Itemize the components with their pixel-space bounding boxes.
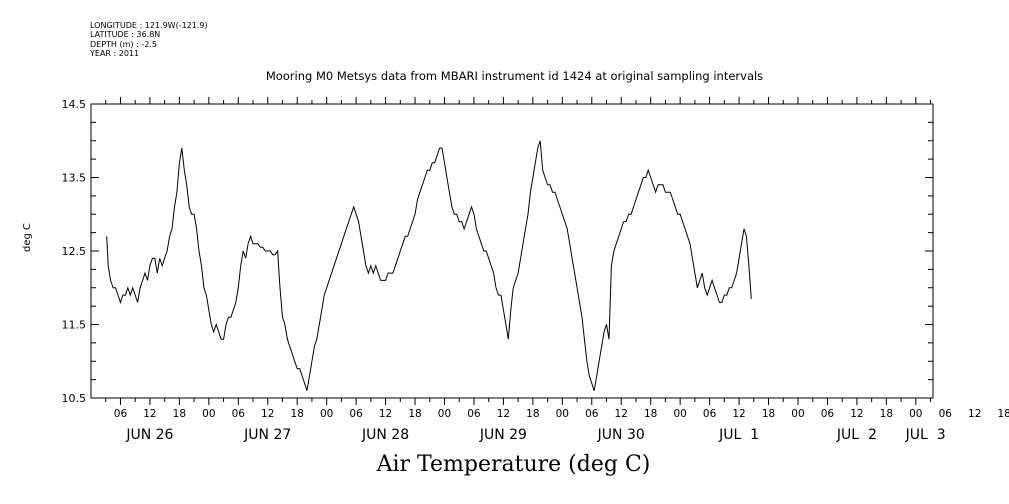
- meta-depth: DEPTH (m) : -2.5: [90, 39, 157, 49]
- x-hour-label: 00: [909, 408, 922, 420]
- chart-title: Mooring M0 Metsys data from MBARI instru…: [265, 69, 764, 83]
- x-hour-label: 12: [497, 408, 510, 420]
- x-hour-label: 06: [585, 408, 599, 420]
- x-hour-label: 18: [998, 408, 1009, 420]
- x-hour-label: 18: [880, 408, 893, 420]
- x-hour-label: 00: [202, 408, 215, 420]
- plot-frame: [90, 103, 934, 399]
- x-hour-label: 18: [291, 408, 304, 420]
- meta-latitude: LATITUDE : 36.8N: [90, 30, 161, 40]
- x-hour-label: 12: [850, 408, 863, 420]
- x-date-label: JUN 27: [243, 427, 291, 443]
- x-date-label: JUN 26: [125, 427, 173, 443]
- series-line-air-temperature: [106, 140, 752, 391]
- y-tick-label: 14.5: [62, 98, 87, 111]
- x-hour-label: 06: [349, 408, 363, 420]
- x-hour-label: 12: [261, 408, 274, 420]
- x-hour-label: 00: [556, 408, 569, 420]
- x-hour-label: 00: [320, 408, 333, 420]
- x-date-label: JUN 30: [597, 427, 645, 443]
- y-tick-label: 11.5: [62, 319, 87, 332]
- x-hour-label: 00: [438, 408, 451, 420]
- y-tick-label: 10.5: [62, 392, 87, 405]
- y-tick-label: 13.5: [62, 172, 87, 185]
- x-axis-title: Air Temperature (deg C): [376, 452, 651, 477]
- y-axis-label: deg C: [22, 222, 33, 252]
- x-hour-label: 12: [379, 408, 392, 420]
- x-hour-label: 12: [732, 408, 745, 420]
- x-hour-label: 06: [703, 408, 717, 420]
- x-hour-label: 12: [143, 408, 156, 420]
- x-date-label: JUL 1: [718, 427, 759, 443]
- x-hour-label: 06: [939, 408, 953, 420]
- meta-year: YEAR : 2011: [90, 49, 140, 59]
- x-hour-label: 18: [526, 408, 539, 420]
- x-hour-label: 18: [408, 408, 421, 420]
- x-hour-label: 06: [467, 408, 481, 420]
- x-date-label: JUL 3: [905, 427, 946, 443]
- x-hour-label: 18: [644, 408, 657, 420]
- x-hour-label: 18: [762, 408, 775, 420]
- x-hour-label: 12: [968, 408, 981, 420]
- x-date-label: JUN 29: [479, 427, 527, 443]
- x-date-label: JUN 28: [361, 427, 409, 443]
- x-hour-label: 00: [791, 408, 804, 420]
- x-hour-label: 00: [673, 408, 686, 420]
- x-hour-label: 12: [615, 408, 628, 420]
- x-hour-label: 06: [114, 408, 128, 420]
- x-hour-label: 18: [173, 408, 186, 420]
- header-meta: LONGITUDE : 121.9W(-121.9) LATITUDE : 36…: [90, 21, 208, 59]
- x-hour-label: 06: [232, 408, 246, 420]
- meta-longitude: LONGITUDE : 121.9W(-121.9): [90, 21, 208, 30]
- y-tick-label: 12.5: [62, 245, 87, 258]
- x-date-label: JUL 2: [836, 427, 877, 443]
- x-hour-label: 06: [821, 408, 835, 420]
